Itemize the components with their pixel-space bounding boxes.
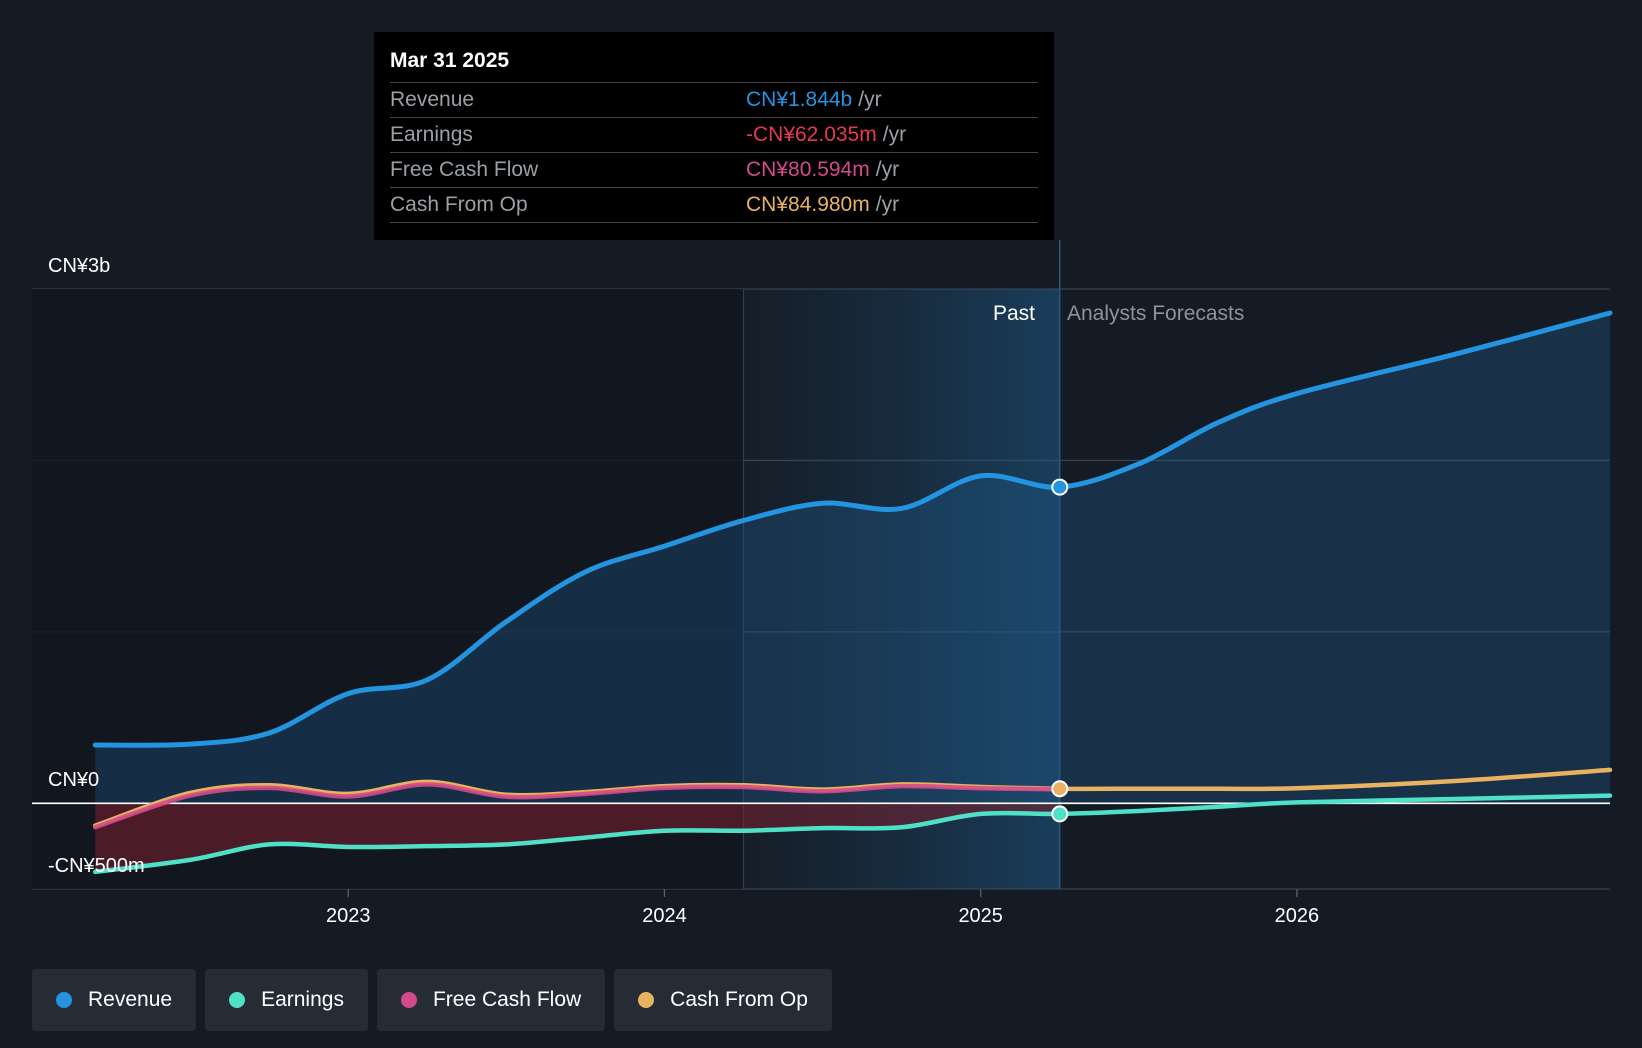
axis-labels: CN¥3b CN¥0 -CN¥500m Past Analysts Foreca…	[48, 255, 1244, 877]
x-tick-label: 2024	[642, 905, 687, 927]
tooltip-row-free-cash-flow: Free Cash Flow CN¥80.594m /yr	[390, 153, 1038, 188]
revenue-area	[95, 313, 1611, 804]
marker-cash-from-op	[1051, 780, 1069, 798]
tooltip-value: -CN¥62.035m	[746, 123, 877, 146]
series-line-free-cash-flow	[92, 782, 1063, 830]
tooltip-unit: /yr	[875, 158, 900, 181]
tooltip-unit: /yr	[875, 193, 900, 216]
x-tick-label: 2023	[326, 905, 371, 927]
marker-earnings	[1051, 805, 1069, 823]
tooltip: Mar 31 2025 Revenue CN¥1.844b /yr Earnin…	[374, 32, 1054, 240]
marker-revenue	[1051, 478, 1069, 496]
legend-label: Earnings	[261, 988, 344, 1011]
legend-item-cash-from-op[interactable]: Cash From Op	[614, 969, 832, 1031]
legend-dot-icon	[229, 992, 246, 1008]
tooltip-label: Cash From Op	[390, 193, 528, 216]
hover-markers	[1051, 478, 1069, 823]
legend: Revenue Earnings Free Cash Flow Cash Fro…	[32, 969, 832, 1031]
legend-label: Free Cash Flow	[432, 988, 582, 1011]
tooltip-label: Earnings	[390, 123, 473, 146]
y-label-bottom: -CN¥500m	[48, 855, 145, 877]
legend-label: Revenue	[88, 988, 173, 1011]
tooltip-value: CN¥80.594m	[746, 158, 870, 181]
legend-dot-icon	[400, 992, 417, 1008]
legend-dot-icon	[56, 992, 72, 1008]
x-tick-label: 2025	[958, 905, 1003, 927]
tooltip-label: Revenue	[390, 88, 475, 111]
tooltip-value: CN¥1.844b	[746, 88, 853, 111]
tooltip-row-earnings: Earnings -CN¥62.035m /yr	[390, 118, 1038, 153]
legend-item-revenue[interactable]: Revenue	[32, 969, 197, 1031]
legend-label: Cash From Op	[670, 988, 808, 1011]
tooltip-row-revenue: Revenue CN¥1.844b /yr	[390, 83, 1038, 118]
y-label-top: CN¥3b	[48, 255, 110, 277]
tooltip-unit: /yr	[882, 123, 907, 146]
tooltip-row-cash-from-op: Cash From Op CN¥84.980m /yr	[390, 188, 1038, 223]
series-line-earnings	[92, 793, 1613, 875]
forecast-label: Analysts Forecasts	[1067, 302, 1244, 325]
legend-item-earnings[interactable]: Earnings	[205, 969, 368, 1031]
tooltip-value: CN¥84.980m	[746, 193, 870, 216]
y-label-zero: CN¥0	[48, 769, 99, 791]
tooltip-unit: /yr	[858, 88, 882, 111]
x-tick-label: 2026	[1275, 905, 1320, 927]
tooltip-label: Free Cash Flow	[390, 158, 539, 181]
legend-dot-icon	[638, 992, 655, 1008]
tooltip-date: Mar 31 2025	[390, 46, 1038, 83]
x-ticks: 2023 2024 2025 2026	[326, 889, 1319, 927]
series-lines	[92, 310, 1613, 875]
past-label: Past	[993, 302, 1035, 325]
legend-item-free-cash-flow[interactable]: Free Cash Flow	[376, 969, 606, 1031]
series-line-revenue	[92, 310, 1613, 748]
